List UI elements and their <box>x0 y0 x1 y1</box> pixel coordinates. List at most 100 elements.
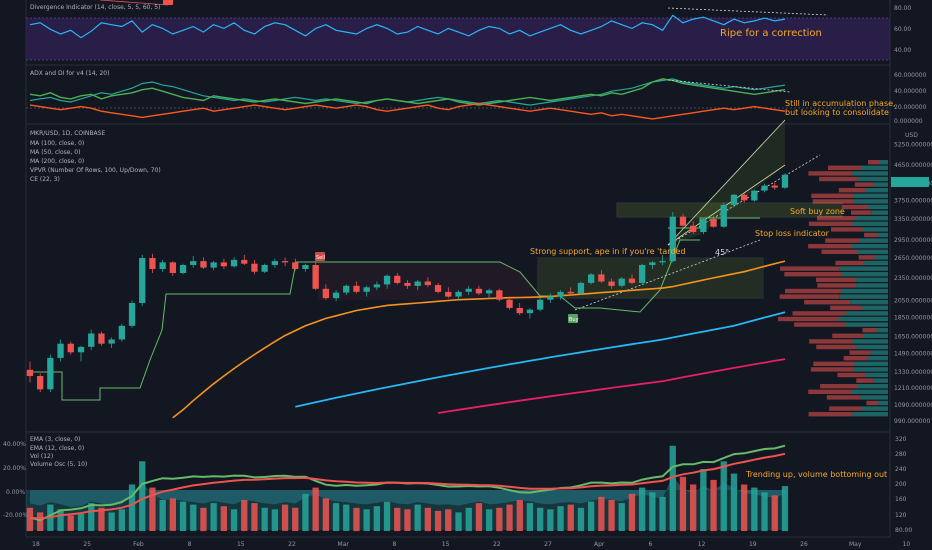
vpvr-bar-down <box>779 294 840 299</box>
adx-title: ADX and DI for v4 (14, 20) <box>30 70 109 77</box>
volume-bar <box>251 503 258 531</box>
divergence-ytick: 80.00 <box>894 5 911 12</box>
divergence-title: Divergence Indicator (14, close, 5, 5, 6… <box>30 4 160 11</box>
vpvr-bar-up <box>852 171 888 176</box>
vpvr-bar-down <box>826 395 861 400</box>
volume-bar <box>373 506 380 531</box>
vpvr-bar-up <box>857 384 888 389</box>
vpvr-bar-up <box>839 294 888 299</box>
candle-body <box>720 204 727 227</box>
vpvr-bar-down <box>832 333 863 338</box>
ma50-line <box>295 311 786 408</box>
vpvr-bar-up <box>865 188 888 193</box>
candle-body <box>598 274 605 282</box>
candle-body <box>169 262 176 273</box>
vpvr-bar-up <box>853 367 888 372</box>
candle-body <box>77 346 85 353</box>
price-ytick: 1210.000000 <box>894 385 932 392</box>
chandelier-exit-long <box>30 239 700 401</box>
vpvr-bar-down <box>792 311 845 316</box>
candle-body <box>128 303 136 326</box>
candle-body <box>200 261 207 268</box>
volume-bar <box>210 503 217 531</box>
volume-bar <box>292 507 299 532</box>
vpvr-bar-up <box>878 400 888 406</box>
volume-bar <box>781 486 789 532</box>
vpvr-bar-up <box>868 356 888 361</box>
candle-body <box>251 263 258 272</box>
vpvr-bar-down <box>856 378 874 383</box>
chandelier-short-fill <box>318 262 540 300</box>
vpvr-bar-down <box>809 339 853 344</box>
vpvr-bar-up <box>858 249 888 254</box>
volume-bar <box>404 509 411 531</box>
sell-label: Sell <box>316 255 325 261</box>
vpvr-bar-up <box>852 244 888 249</box>
candle-body <box>108 339 115 344</box>
vpvr-bar-down <box>815 277 856 282</box>
vpvr-bar-up <box>857 176 888 182</box>
vpvr-bar-up <box>841 288 888 294</box>
volume-bar <box>169 498 176 531</box>
vpvr-bar-down <box>816 344 856 350</box>
volume-left-ytick: 0.00% <box>6 489 25 496</box>
vpvr-bar-down <box>854 182 874 187</box>
x-axis-tick: 15 <box>237 541 245 548</box>
volume-bar <box>230 509 238 531</box>
vpvr-bar-down <box>835 260 865 266</box>
candle-body <box>363 287 370 292</box>
volume-bar <box>414 504 421 531</box>
price-ytick: 1650.000000 <box>894 334 932 341</box>
volume-bar <box>394 507 401 532</box>
vpvr-bar-down <box>817 216 857 221</box>
vpvr-bar-up <box>852 389 888 394</box>
vpvr-bar-down <box>838 188 866 193</box>
vpvr-bar-up <box>877 232 888 238</box>
vpvr-bar-down <box>830 305 862 310</box>
volume-bar <box>241 500 248 531</box>
candle-body <box>475 288 483 294</box>
vpvr-bar-down <box>810 367 854 372</box>
candle-body <box>118 325 125 340</box>
volume-bar <box>343 504 350 531</box>
divergence-bear-line <box>99 0 169 6</box>
volume-bar <box>588 501 595 531</box>
x-axis-tick: May <box>849 541 862 548</box>
vpvr-bar-down <box>825 238 860 243</box>
volume-header-ema3: EMA (3, close, 0) <box>30 436 80 443</box>
volume-bar <box>302 493 309 531</box>
adx-ytick: 60.000000 <box>894 72 927 79</box>
volume-bar <box>537 507 544 532</box>
volume-left-ytick: 40.00% <box>3 441 26 448</box>
candle-body <box>659 261 666 263</box>
x-axis-tick: 22 <box>493 541 501 548</box>
candle-body <box>506 299 513 308</box>
price-ytick: 2650.000000 <box>894 255 932 262</box>
volume-bar <box>332 503 340 531</box>
x-axis-tick: 8 <box>392 541 396 548</box>
volume-left-ytick: 20.00% <box>3 465 26 472</box>
price-header-ma50: MA (50, close, 0) <box>30 149 80 156</box>
volume-header-ema12: EMA (12, close, 0) <box>30 445 84 452</box>
candle-body <box>588 274 595 283</box>
volume-bar <box>659 496 666 531</box>
vpvr-bar-down <box>828 165 861 170</box>
volume-bar <box>190 504 197 531</box>
vpvr-bar-down <box>829 406 862 411</box>
volume-bar <box>628 493 636 531</box>
candle-body <box>230 259 238 267</box>
vpvr-bar-down <box>837 372 866 378</box>
volume-bar <box>261 507 268 532</box>
vpvr-bar-up <box>852 221 888 226</box>
volume-bar <box>118 509 125 531</box>
vpvr-bar-up <box>865 372 888 378</box>
x-axis-tick: Apr <box>594 541 605 548</box>
candle-body <box>669 216 676 262</box>
price-panel: MKR/USD, 1D, COINBASE MA (100, close, 0)… <box>26 119 932 425</box>
price-ytick: 2950.000000 <box>894 237 932 244</box>
candle-body <box>383 275 391 285</box>
candle-body <box>730 194 738 205</box>
volume-bar <box>159 500 166 531</box>
vpvr-bar-up <box>862 305 888 310</box>
volume-bar <box>139 461 146 532</box>
